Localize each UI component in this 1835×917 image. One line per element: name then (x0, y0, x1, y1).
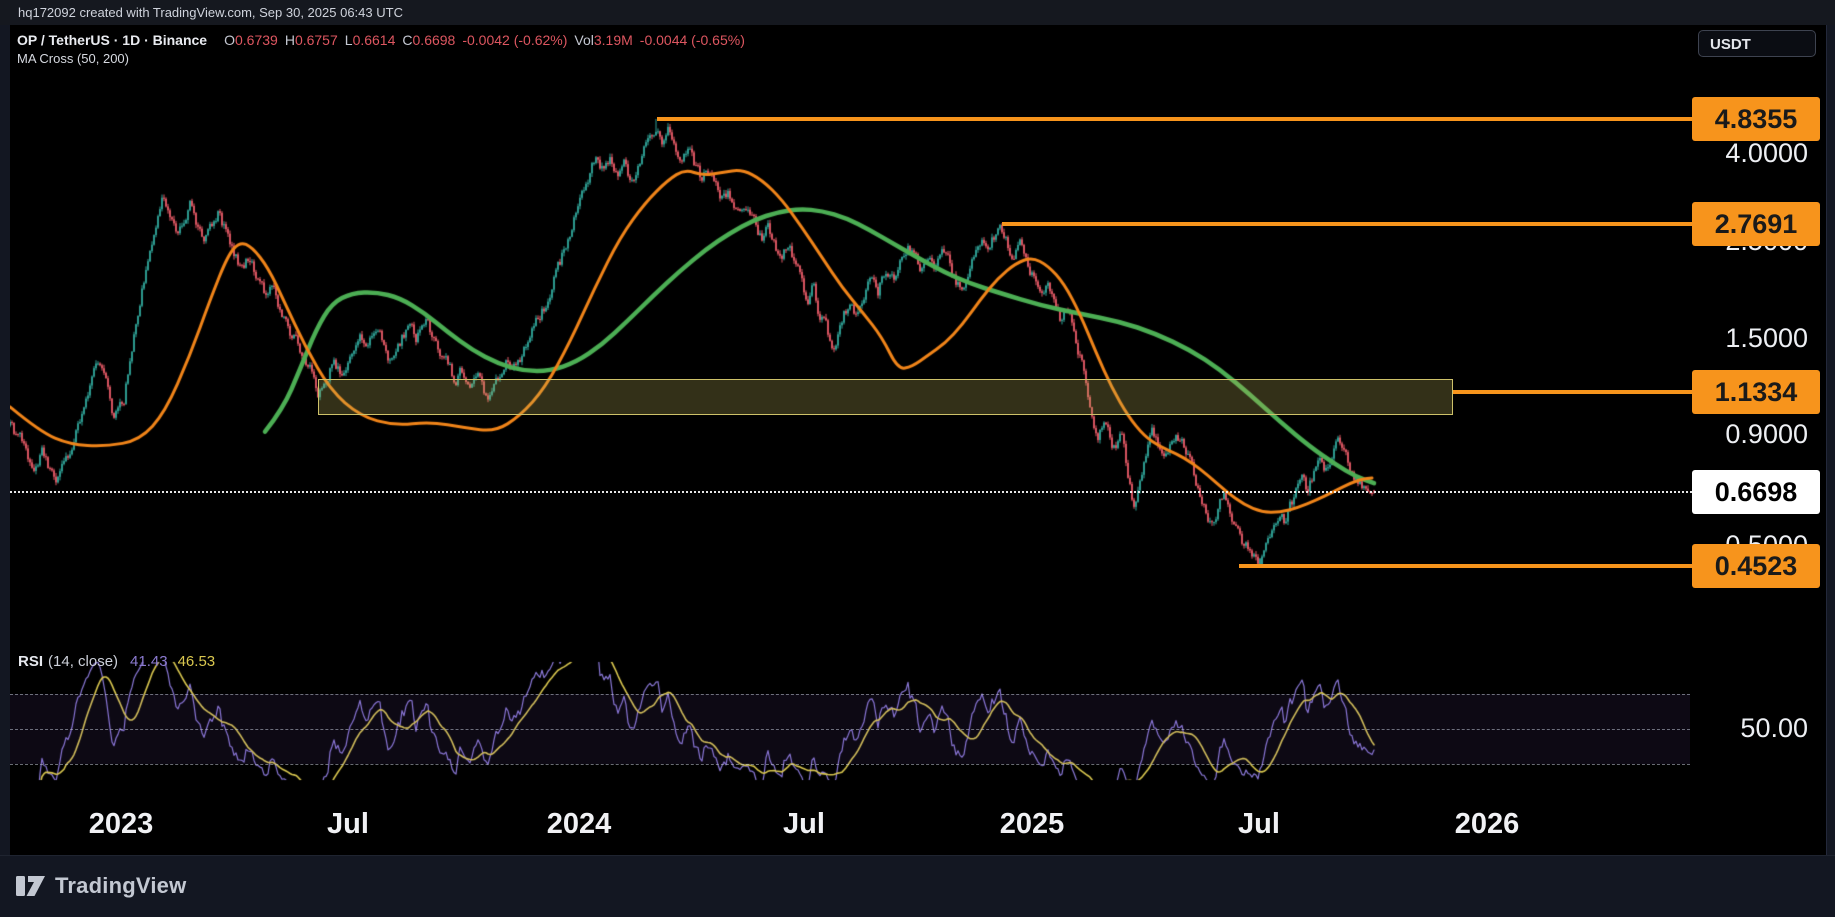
rsi-title: RSI (18, 653, 44, 670)
rsi-value: 41.43 (130, 653, 168, 670)
time-axis-tick: 2025 (999, 808, 1065, 840)
price-level-label[interactable]: 0.4523 (1692, 543, 1820, 588)
high-value: 0.6757 (294, 32, 338, 48)
rsi-params: (14, close) (48, 653, 119, 670)
rsi-legend: RSI (14, close) 41.43 46.53 (18, 653, 215, 670)
last-price-line (10, 490, 1692, 493)
price-level-label[interactable]: 2.7691 (1692, 202, 1820, 247)
time-axis-tick: 2024 (546, 808, 612, 840)
indicator-legend: MA Cross (50, 200) (17, 51, 129, 66)
price-level-label[interactable]: 1.1334 (1692, 370, 1820, 415)
symbol-legend: OP / TetherUS · 1D · Binance O0.6739 H0.67… (17, 32, 745, 48)
price-level-line[interactable] (1239, 563, 1692, 568)
close-value: 0.6698 (412, 32, 456, 48)
rsi-axis-label: 50.00 (1740, 713, 1808, 743)
price-level-line[interactable] (657, 116, 1692, 121)
price-axis-tick: 4.0000 (1725, 137, 1808, 168)
rsi-level-line (10, 694, 1690, 695)
price-scale-border (1826, 25, 1827, 855)
high-label: H (284, 32, 295, 48)
price-level-line[interactable] (1453, 390, 1692, 395)
attribution-bar: hq172092 created with TradingView.com, S… (0, 0, 1835, 25)
price-chart-canvas[interactable] (10, 25, 1826, 855)
rsi-signal-value: 46.53 (177, 653, 216, 670)
open-label: O (224, 32, 235, 48)
currency-toggle-button[interactable]: USDT (1698, 30, 1816, 57)
time-axis-tick: Jul (783, 808, 825, 840)
attribution-text: hq172092 created with TradingView.com, S… (18, 5, 403, 20)
price-axis-tick: 0.9000 (1725, 418, 1808, 449)
low-label: L (344, 32, 353, 48)
supply-zone-box[interactable] (318, 378, 1453, 416)
time-axis-tick: Jul (327, 808, 369, 840)
time-axis-tick: 2023 (88, 808, 154, 840)
low-value: 0.6614 (352, 32, 396, 48)
volume-change: -0.0044 (-0.65%) (639, 32, 745, 48)
rsi-level-line (10, 729, 1690, 730)
price-level-line[interactable] (1002, 222, 1692, 227)
chart-pane[interactable]: 4.00002.50001.50000.90000.50002023Jul202… (10, 25, 1826, 855)
last-price-label[interactable]: 0.6698 (1692, 469, 1820, 514)
volume-value: 3.19M (593, 32, 633, 48)
volume-label: Vol (574, 32, 594, 48)
time-axis-tick: Jul (1238, 808, 1280, 840)
price-level-label[interactable]: 4.8355 (1692, 96, 1820, 141)
footer-bar: TradingView (0, 855, 1835, 917)
tradingview-logo[interactable]: TradingView (16, 873, 186, 899)
symbol-title: OP / TetherUS · 1D · Binance (17, 32, 208, 48)
tradingview-logo-text: TradingView (55, 873, 187, 898)
time-axis-tick: 2026 (1454, 808, 1520, 840)
close-label: C (402, 32, 413, 48)
tradingview-logo-icon (16, 876, 45, 896)
price-axis-tick: 1.5000 (1725, 322, 1808, 353)
rsi-level-line (10, 764, 1690, 765)
change-value: -0.0042 (-0.62%) (462, 32, 568, 48)
open-value: 0.6739 (234, 32, 278, 48)
